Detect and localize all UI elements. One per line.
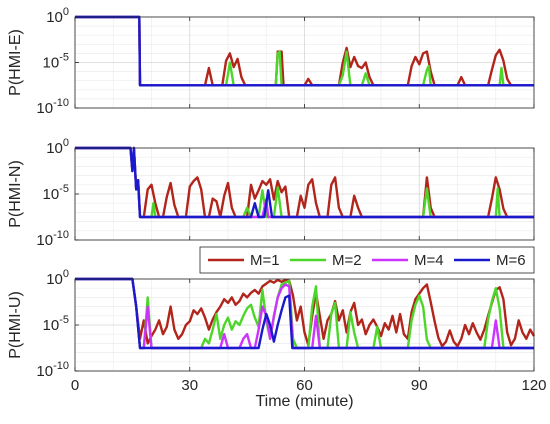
x-tick-label: 60: [296, 377, 313, 394]
x-tick-label: 90: [411, 377, 428, 394]
series-line-m6: [75, 146, 534, 219]
y-tick-label: 100: [46, 268, 69, 288]
y-axis-label: P(HMI-U): [7, 291, 24, 359]
y-tick-label: 10-5: [43, 52, 69, 72]
y-axis-label: P(HMI-N): [7, 160, 24, 228]
series-line-m6: [75, 277, 534, 350]
series-line-m4: [75, 277, 534, 350]
y-tick-label: 10-5: [43, 183, 69, 203]
x-axis-label: Time (minute): [255, 393, 353, 410]
legend-label-m1: M=1: [250, 252, 280, 269]
y-tick-label: 10-10: [36, 360, 69, 380]
y-tick-label: 10-10: [36, 97, 69, 117]
legend-label-m2: M=2: [332, 252, 362, 269]
y-tick-label: 100: [46, 137, 69, 157]
x-tick-label: 120: [521, 377, 546, 394]
y-tick-label: 100: [46, 6, 69, 26]
x-tick-label: 30: [181, 377, 198, 394]
legend-label-m6: M=6: [496, 252, 526, 269]
y-tick-label: 10-5: [43, 314, 69, 334]
y-tick-label: 10-10: [36, 229, 69, 249]
series-line-m1: [75, 15, 534, 87]
legend-label-m4: M=4: [414, 252, 444, 269]
x-tick-label: 0: [71, 377, 79, 394]
y-axis-label: P(HMI-E): [7, 29, 24, 96]
